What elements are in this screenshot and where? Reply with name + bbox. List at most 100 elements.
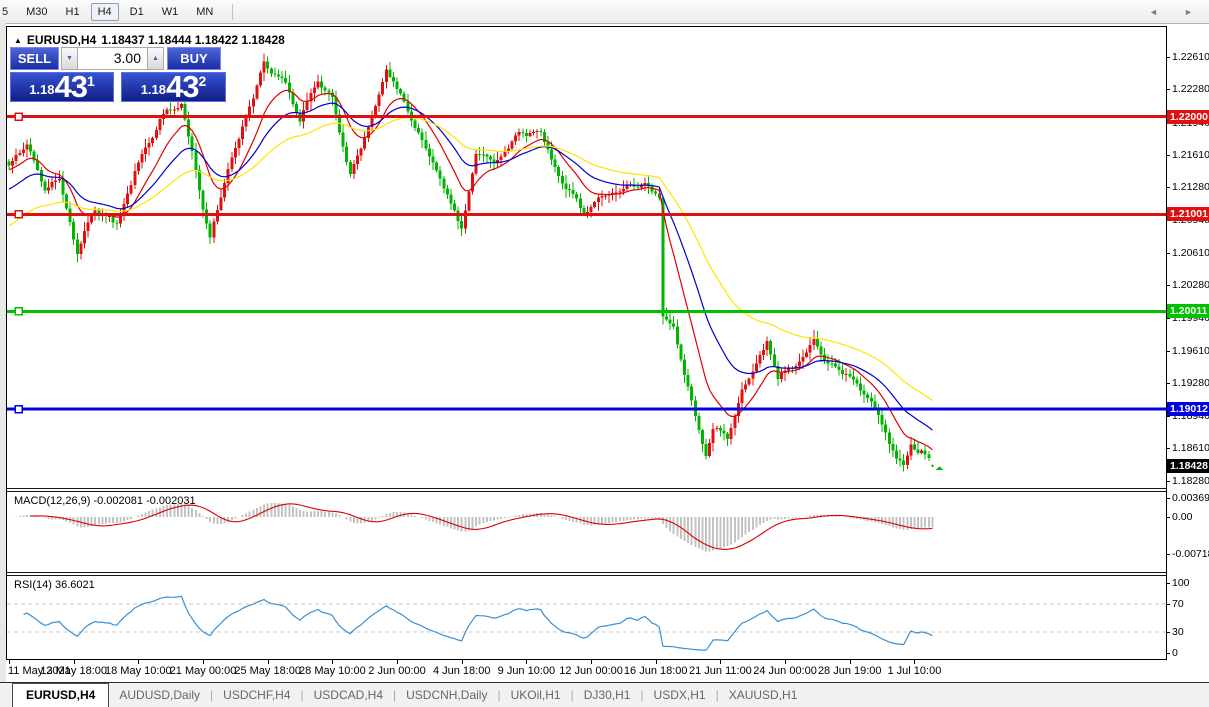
time-tick xyxy=(9,660,10,664)
time-axis-label: 28 May 10:00 xyxy=(299,665,366,677)
candle-body xyxy=(463,210,467,229)
line-anchor-handle[interactable] xyxy=(14,307,23,316)
candle-body xyxy=(550,149,554,160)
chart-tab-audusd-daily[interactable]: AUDUSD,Daily xyxy=(119,688,201,702)
sell-button[interactable]: SELL xyxy=(10,47,59,70)
candle-body xyxy=(266,61,270,69)
chart-tab-eurusd-h4[interactable]: EURUSD,H4 xyxy=(12,683,110,707)
timeframe-h4[interactable]: H4 xyxy=(90,2,119,21)
timeframe-mn[interactable]: MN xyxy=(196,5,214,18)
candle-body xyxy=(916,449,920,453)
chart-tab-dj30-h1[interactable]: DJ30,H1 xyxy=(583,688,631,702)
candle-body xyxy=(43,181,47,191)
rsi-axis-label: 0 xyxy=(1167,647,1178,659)
rsi-axis-label: 30 xyxy=(1167,626,1184,638)
candle-body xyxy=(445,188,449,195)
ask-price-small: 1.18 xyxy=(140,82,167,97)
candle-body xyxy=(686,374,690,387)
chart-tab-usdx-h1[interactable]: USDX,H1 xyxy=(653,688,706,702)
timeframe-d1[interactable]: D1 xyxy=(129,5,144,18)
collapse-arrow-icon[interactable]: ▲ xyxy=(14,35,22,45)
chart-tab-usdcad-h4[interactable]: USDCAD,H4 xyxy=(313,688,383,702)
tab-separator: | xyxy=(715,688,719,702)
time-axis-label: 28 Jun 19:00 xyxy=(817,665,882,677)
chart-tab-xauusd-h1[interactable]: XAUUSD,H1 xyxy=(728,688,798,702)
time-tick xyxy=(203,660,205,664)
line-anchor-handle[interactable] xyxy=(14,112,23,121)
candle-body xyxy=(352,163,356,174)
candle-body xyxy=(704,443,708,456)
line-anchor-handle[interactable] xyxy=(14,404,23,414)
macd-panel[interactable] xyxy=(7,492,1166,572)
candle-body xyxy=(855,379,859,384)
candle-body xyxy=(711,428,715,444)
rsi-panel[interactable] xyxy=(7,576,1166,659)
candle-body xyxy=(571,189,575,194)
candle-body xyxy=(905,455,909,466)
ask-quote-button[interactable]: 1.18 43 2 xyxy=(121,71,226,102)
price-axis[interactable]: 1.226101.222801.219401.216101.212801.209… xyxy=(1167,26,1209,682)
candle-body xyxy=(402,93,406,102)
time-axis-label: 21 Jun 11:00 xyxy=(689,665,752,677)
main-price-chart[interactable] xyxy=(7,27,1166,488)
line-anchor-handle[interactable] xyxy=(14,210,23,219)
candle-body xyxy=(460,221,464,229)
timeframe-m30[interactable]: M30 xyxy=(26,5,48,18)
moving-average-line-26 xyxy=(8,102,933,431)
chart-tab-ukoil-h1[interactable]: UKOil,H1 xyxy=(510,688,561,702)
candle-body xyxy=(255,85,259,99)
candle-body xyxy=(320,81,324,88)
tab-scroll-left-icon[interactable]: ◄ xyxy=(1149,7,1158,17)
candle-body xyxy=(859,383,863,391)
timeframe-h1[interactable]: H1 xyxy=(65,5,80,18)
timeframe-m15-partial[interactable]: 5 xyxy=(2,5,9,18)
chart-tab-usdcnh-daily[interactable]: USDCNH,Daily xyxy=(406,688,488,702)
candle-body xyxy=(585,211,589,214)
volume-decrease-button[interactable]: ▼ xyxy=(61,47,78,70)
candle-body xyxy=(366,126,370,139)
candle-body xyxy=(517,132,521,136)
bid-quote-button[interactable]: 1.18 43 1 xyxy=(10,69,114,104)
candle-body xyxy=(57,179,61,181)
candle-body xyxy=(32,151,36,161)
pane-separator[interactable] xyxy=(7,572,1166,576)
candle-body xyxy=(176,107,180,110)
candle-body xyxy=(787,368,791,371)
volume-increase-button[interactable]: ▲ xyxy=(147,47,164,70)
candle-body xyxy=(467,191,471,211)
volume-input[interactable]: 3.00 xyxy=(78,47,147,70)
candle-body xyxy=(373,105,377,117)
time-axis[interactable]: 11 May 2021 13 May 18:00 18 May 10:00 21 Ma… xyxy=(6,660,1167,682)
candle-body xyxy=(823,354,827,361)
candle-body xyxy=(722,430,726,434)
candles-layer xyxy=(7,53,934,472)
candle-body xyxy=(126,193,130,204)
candle-body xyxy=(144,147,148,155)
time-axis-label: 18 May 10:00 xyxy=(105,665,172,677)
tab-scroll-right-icon[interactable]: ► xyxy=(1184,7,1193,17)
time-axis-label: 21 May 00:00 xyxy=(169,665,237,677)
candle-body xyxy=(593,202,597,207)
bid-price-big: 43 xyxy=(54,69,88,104)
time-tick xyxy=(526,660,528,664)
candle-body xyxy=(230,157,234,170)
time-tick xyxy=(332,660,334,664)
chart-tab-usdchf-h4[interactable]: USDCHF,H4 xyxy=(223,688,291,702)
candle-body xyxy=(884,424,888,433)
candle-body xyxy=(514,135,518,142)
candle-body xyxy=(801,356,805,362)
buy-button[interactable]: BUY xyxy=(167,47,221,70)
candle-body xyxy=(733,416,737,429)
bid-price-pip: 1 xyxy=(87,73,95,89)
candle-body xyxy=(920,450,924,453)
candle-body xyxy=(866,394,870,398)
candle-body xyxy=(862,390,866,395)
macd-axis-label: 0.00 xyxy=(1167,511,1192,523)
chart-title-symbol: EURUSD,H4 xyxy=(26,33,97,47)
timeframe-w1[interactable]: W1 xyxy=(161,5,179,18)
pane-separator[interactable] xyxy=(7,488,1166,492)
price-level-tag: 1.21001 xyxy=(1167,207,1209,222)
chart-tab-bar: EURUSD,H4 AUDUSD,Daily | USDCHF,H4 | USDCAD,H… xyxy=(0,682,1209,707)
candle-body xyxy=(158,119,162,131)
